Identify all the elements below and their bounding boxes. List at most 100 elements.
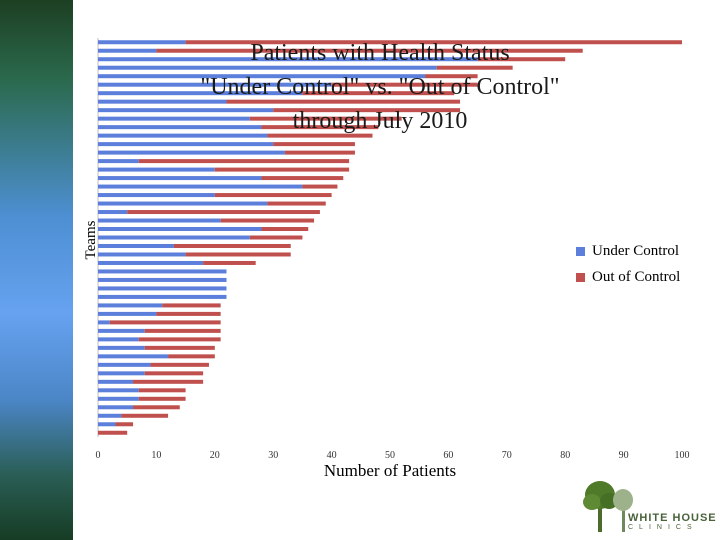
bar-under-control-23: [98, 227, 262, 232]
bar-under-control-22: [98, 218, 221, 223]
x-tick-label-40: 40: [327, 450, 337, 461]
legend-label-out-of-control: Out of Control: [592, 268, 681, 285]
bar-under-control-27: [98, 260, 204, 265]
bar-under-control-43: [98, 396, 139, 401]
bar-out-of-control-21: [127, 210, 320, 215]
bar-under-control-8: [98, 99, 227, 104]
bar-under-control-9: [98, 108, 274, 113]
bar-under-control-37: [98, 345, 145, 350]
x-tick-label-100: 100: [675, 450, 690, 461]
y-axis-label: Teams: [83, 220, 99, 260]
x-tick-label-80: 80: [560, 450, 570, 461]
bar-out-of-control-46: [115, 422, 134, 427]
bar-under-control-42: [98, 388, 139, 393]
bar-out-of-control-45: [121, 413, 169, 418]
bar-out-of-control-32: [162, 303, 221, 308]
bar-out-of-control-13: [273, 142, 355, 147]
bar-out-of-control-19: [214, 193, 332, 198]
bar-out-of-control-33: [156, 311, 221, 316]
bar-under-control-45: [98, 413, 122, 418]
chart-title: Patients with Health Status "Under Contr…: [120, 36, 640, 138]
x-tick-label-0: 0: [96, 450, 101, 461]
x-tick-label-90: 90: [619, 450, 629, 461]
bar-under-control-5: [98, 74, 426, 79]
bar-under-control-38: [98, 354, 169, 359]
bar-under-control-29: [98, 277, 227, 282]
x-axis-label: Number of Patients: [323, 461, 457, 480]
bar-out-of-control-6: [331, 82, 478, 87]
bar-under-control-13: [98, 142, 274, 147]
logo-sub: CLINICS: [628, 524, 698, 531]
bar-out-of-control-16: [214, 167, 350, 172]
bar-out-of-control-1: [185, 40, 682, 45]
bar-under-control-19: [98, 193, 215, 198]
bar-out-of-control-4: [436, 65, 513, 70]
bar-under-control-11: [98, 125, 262, 130]
tree-logo-icon: [583, 481, 633, 532]
bar-under-control-26: [98, 252, 186, 257]
legend-swatch-under-control: [576, 246, 585, 256]
bar-under-control-39: [98, 362, 151, 367]
bar-under-control-17: [98, 176, 262, 181]
bar-out-of-control-47: [98, 430, 128, 435]
bar-out-of-control-10: [249, 116, 402, 121]
bar-out-of-control-25: [173, 243, 291, 248]
x-tick-label-20: 20: [210, 450, 220, 461]
bar-under-control-7: [98, 91, 303, 96]
chart-title-line-3: through July 2010: [292, 108, 468, 134]
bar-out-of-control-8: [226, 99, 461, 104]
bar-under-control-12: [98, 133, 268, 138]
bar-out-of-control-36: [138, 337, 221, 342]
bar-out-of-control-41: [133, 379, 204, 384]
bar-out-of-control-9: [273, 108, 461, 113]
bar-out-of-control-7: [302, 91, 455, 96]
x-tick-label-50: 50: [385, 450, 395, 461]
bar-under-control-21: [98, 210, 128, 215]
bar-under-control-33: [98, 311, 157, 316]
left-gradient-band: [0, 0, 73, 540]
bar-out-of-control-44: [133, 405, 180, 410]
bar-under-control-10: [98, 116, 250, 121]
bar-out-of-control-11: [261, 125, 379, 130]
bar-under-control-25: [98, 243, 174, 248]
bar-out-of-control-26: [185, 252, 291, 257]
logo-name: WHITE HOUSE: [628, 512, 717, 524]
bar-under-control-44: [98, 405, 134, 410]
bar-out-of-control-23: [261, 227, 309, 232]
bar-under-control-34: [98, 320, 110, 325]
bar-under-control-16: [98, 167, 215, 172]
bar-out-of-control-3: [477, 57, 566, 62]
bar-out-of-control-22: [220, 218, 315, 223]
bar-out-of-control-42: [138, 388, 186, 393]
bar-out-of-control-38: [168, 354, 215, 359]
bar-under-control-30: [98, 286, 227, 291]
bar-under-control-36: [98, 337, 139, 342]
x-tick-label-30: 30: [268, 450, 278, 461]
bar-out-of-control-12: [267, 133, 373, 138]
legend-item-out-of-control: Out of Control: [576, 264, 680, 290]
bar-out-of-control-27: [203, 260, 256, 265]
bar-under-control-24: [98, 235, 250, 240]
bar-under-control-4: [98, 65, 437, 70]
bar-under-control-14: [98, 150, 285, 155]
bar-out-of-control-37: [144, 345, 215, 350]
x-tick-label-70: 70: [502, 450, 512, 461]
chart-title-line-1: Patients with Health Status: [250, 40, 510, 66]
bar-under-control-31: [98, 294, 227, 299]
bar-under-control-18: [98, 184, 303, 189]
bar-out-of-control-18: [302, 184, 338, 189]
bar-out-of-control-5: [425, 74, 478, 79]
bar-out-of-control-14: [284, 150, 355, 155]
legend-swatch-out-of-control: [576, 272, 585, 282]
legend-label-under-control: Under Control: [592, 242, 680, 259]
bar-under-control-6: [98, 82, 332, 87]
bar-out-of-control-34: [109, 320, 221, 325]
bar-under-control-1: [98, 40, 186, 45]
bar-out-of-control-20: [267, 201, 326, 206]
x-tick-label-60: 60: [443, 450, 453, 461]
bar-out-of-control-35: [144, 328, 221, 333]
logo-text: WHITE HOUSE CLINICS: [628, 512, 717, 531]
bar-under-control-2: [98, 48, 157, 53]
bar-under-control-32: [98, 303, 163, 308]
bar-under-control-35: [98, 328, 145, 333]
